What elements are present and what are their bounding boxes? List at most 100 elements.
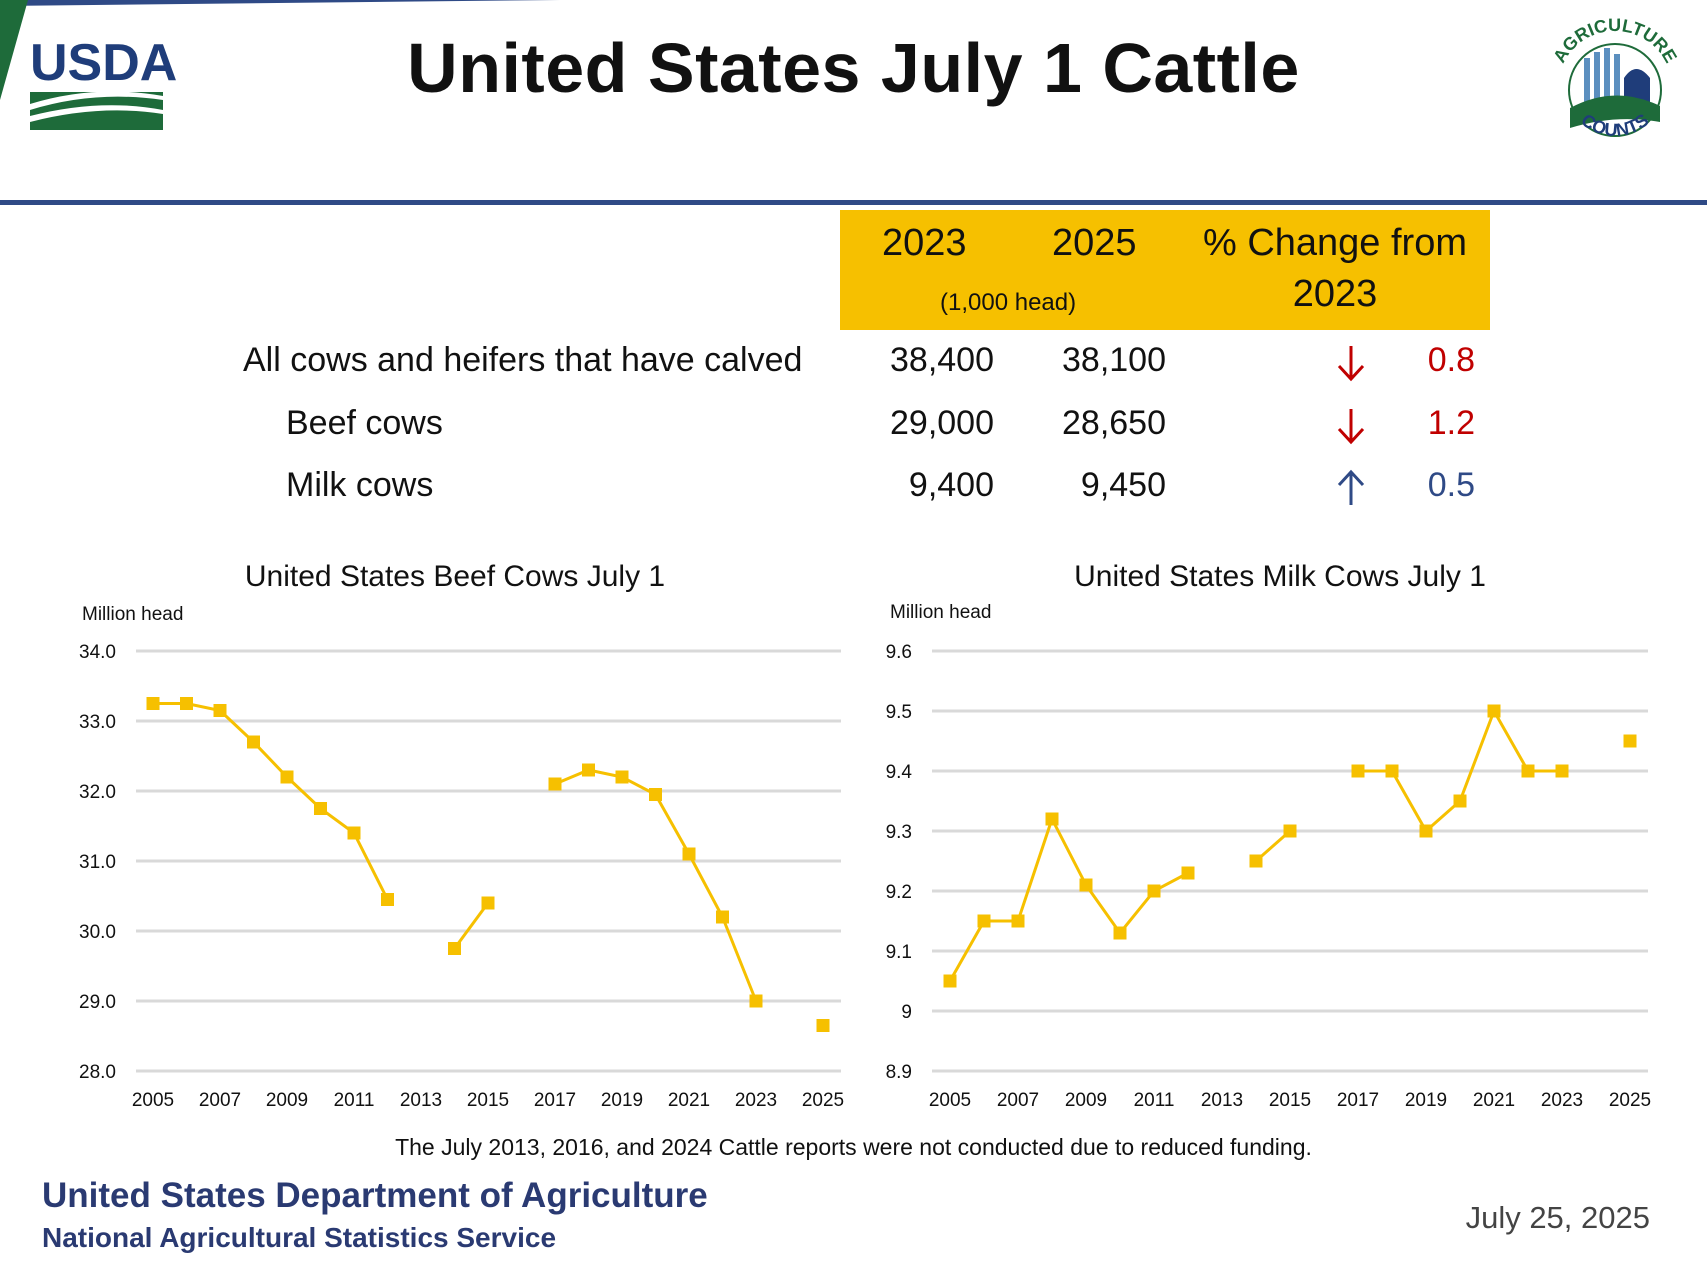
data-point	[977, 914, 991, 928]
row-beef-cows-2025: 28,650	[1062, 404, 1166, 442]
data-point	[1147, 884, 1161, 898]
page-title: United States July 1 Cattle	[407, 29, 1300, 107]
data-point	[1045, 812, 1059, 826]
x-tick-label: 2023	[1541, 1090, 1583, 1110]
y-tick-label: 32.0	[79, 782, 116, 803]
row-milk-cows-2023: 9,400	[908, 466, 994, 504]
footer-department: United States Department of Agriculture	[42, 1176, 708, 1215]
data-point	[280, 770, 294, 784]
series-line	[554, 768, 758, 1002]
y-tick-label: 9.6	[886, 642, 912, 663]
data-point	[1011, 914, 1025, 928]
data-point	[749, 994, 763, 1008]
data-point	[1079, 878, 1093, 892]
row-beef-cows-pct: 1.2	[1427, 404, 1475, 442]
y-tick-label: 30.0	[79, 922, 116, 943]
data-point	[1249, 854, 1263, 868]
milk-chart-ylabel: Million head	[890, 602, 992, 623]
data-point	[582, 763, 595, 777]
beef-cows-chart: 34.0 33.0 32.0 31.0 30.0 29.0 28.0 2005 2007 2009…	[79, 642, 844, 1110]
x-tick-label: 2025	[1609, 1090, 1651, 1110]
y-tick-label: 33.0	[79, 712, 116, 733]
row-beef-cows-2023: 29,000	[890, 404, 994, 442]
milk-cows-chart: 9.6 9.5 9.4 9.3 9.2 9.1 9 8.9 2005 2007 2009 2011 20…	[886, 642, 1652, 1110]
data-point	[381, 893, 394, 906]
x-tick-label: 2025	[802, 1090, 844, 1110]
row-all-cows-2025: 38,100	[1062, 341, 1166, 379]
header-pct-change: % Change from	[1202, 222, 1467, 264]
x-tick-label: 2005	[132, 1090, 174, 1110]
x-tick-label: 2009	[266, 1090, 308, 1110]
usda-logo: USDA	[0, 0, 177, 130]
data-point	[146, 697, 160, 710]
x-tick-label: 2021	[1473, 1090, 1515, 1110]
data-point	[481, 896, 495, 910]
x-tick-label: 2017	[1337, 1090, 1379, 1110]
data-point	[1487, 704, 1501, 718]
x-tick-label: 2023	[735, 1090, 777, 1110]
row-milk-cows-2025: 9,450	[1080, 466, 1166, 504]
x-tick-label: 2015	[467, 1090, 509, 1110]
data-point	[247, 735, 260, 749]
x-tick-label: 2019	[1405, 1090, 1447, 1110]
series-line	[453, 902, 490, 950]
x-tick-label: 2015	[1269, 1090, 1311, 1110]
header-2023: 2023	[882, 222, 967, 264]
row-all-cows-2023: 38,400	[890, 341, 994, 379]
data-point	[1453, 794, 1467, 808]
beef-chart-title: United States Beef Cows July 1	[244, 560, 666, 593]
x-tick-label: 2007	[997, 1090, 1039, 1110]
milk-chart-title: United States Milk Cows July 1	[1074, 560, 1486, 593]
y-tick-label: 9.4	[886, 762, 913, 783]
x-tick-label: 2007	[199, 1090, 241, 1110]
x-tick-label: 2011	[334, 1090, 375, 1110]
row-all-cows-pct: 0.8	[1427, 341, 1475, 379]
header-divider	[0, 200, 1707, 205]
x-tick-label: 2019	[601, 1090, 643, 1110]
header-2025: 2025	[1052, 222, 1137, 264]
row-label-beef-cows: Beef cows	[286, 404, 443, 442]
data-point	[548, 777, 562, 791]
y-tick-label: 28.0	[79, 1062, 116, 1083]
data-point	[1385, 764, 1399, 778]
data-point	[1419, 824, 1433, 838]
series-line	[948, 815, 1189, 982]
footer-agency: National Agricultural Statistics Service	[42, 1222, 557, 1253]
x-tick-label: 2013	[1201, 1090, 1243, 1110]
y-tick-label: 9	[901, 1002, 912, 1023]
data-point	[1113, 926, 1127, 940]
data-point	[943, 974, 957, 988]
data-point	[347, 826, 361, 840]
x-tick-label: 2013	[400, 1090, 442, 1110]
data-point	[314, 802, 327, 815]
x-tick-label: 2011	[1134, 1090, 1175, 1110]
y-tick-label: 9.1	[886, 942, 912, 963]
arrow-up-icon	[1337, 469, 1365, 505]
row-milk-cows-pct: 0.5	[1427, 466, 1475, 504]
y-tick-label: 9.3	[886, 822, 912, 843]
data-point	[1181, 866, 1195, 880]
x-tick-label: 2021	[668, 1090, 710, 1110]
data-point	[213, 704, 227, 717]
footnote: The July 2013, 2016, and 2024 Cattle rep…	[395, 1134, 1312, 1160]
data-point	[448, 942, 461, 955]
data-point	[180, 697, 193, 710]
y-tick-label: 9.5	[886, 702, 912, 723]
table-unit: (1,000 head)	[940, 289, 1077, 316]
usda-logo-text: USDA	[30, 34, 177, 92]
y-tick-label: 9.2	[886, 882, 912, 903]
series-line	[153, 702, 389, 901]
row-label-all-cows: All cows and heifers that have calved	[243, 341, 803, 379]
x-tick-label: 2017	[534, 1090, 576, 1110]
y-tick-label: 34.0	[79, 642, 116, 663]
data-point	[1351, 764, 1365, 778]
beef-chart-ylabel: Million head	[82, 604, 184, 625]
report-date: July 25, 2025	[1465, 1200, 1650, 1235]
top-stripe	[0, 0, 1707, 6]
agriculture-counts-logo: AGRICULTURE COUNTS	[1549, 18, 1681, 140]
data-point	[615, 770, 629, 784]
data-point	[1521, 764, 1535, 778]
table-header	[840, 210, 1490, 330]
data-point	[716, 910, 729, 924]
y-tick-label: 29.0	[79, 992, 116, 1013]
